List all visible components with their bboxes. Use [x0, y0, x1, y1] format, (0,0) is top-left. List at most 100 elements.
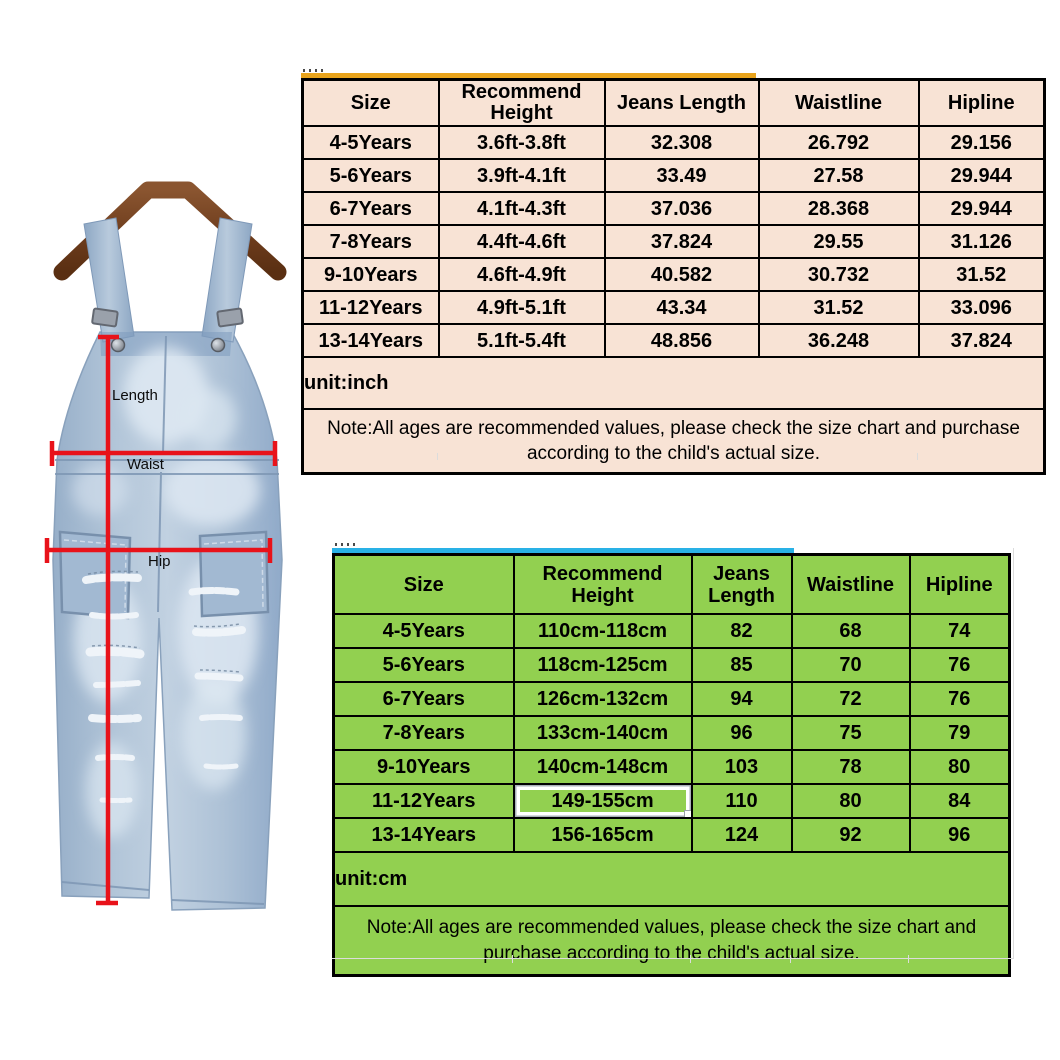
size-cell: 75	[790, 715, 911, 751]
size-cell: 70	[790, 647, 911, 683]
crop-artifact-dots	[335, 543, 359, 546]
col-header-waistline: Waistline	[757, 78, 920, 127]
col-header-hipline: Hipline	[917, 78, 1046, 127]
size-cell: 110cm-118cm	[512, 613, 693, 649]
size-cell: 29.944	[917, 158, 1046, 193]
size-cell: 103	[690, 749, 793, 785]
table-row: 11-12Years 4.9ft-5.1ft 43.34 31.52 33.096	[301, 290, 1046, 325]
size-cell: 37.824	[603, 224, 760, 259]
gridline	[917, 453, 918, 460]
size-cell: 76	[908, 647, 1011, 683]
col-header-length: Jeans Length	[603, 78, 760, 127]
size-cell: 32.308	[603, 125, 760, 160]
unit-label: unit:cm	[332, 851, 1011, 907]
size-cell: 37.036	[603, 191, 760, 226]
size-cell: 9-10Years	[301, 257, 440, 292]
inch-table-header: Size Recommend Height Jeans Length Waist…	[301, 78, 1046, 127]
size-cell: 31.126	[917, 224, 1046, 259]
crop-artifact-dots	[303, 69, 327, 72]
table-row: 5-6Years 118cm-125cm 85 70 76	[332, 647, 1011, 683]
size-cell: 4.1ft-4.3ft	[437, 191, 606, 226]
size-cell: 4.6ft-4.9ft	[437, 257, 606, 292]
gridline	[512, 955, 513, 963]
size-cell: 7-8Years	[332, 715, 515, 751]
gridline	[757, 453, 758, 460]
table-row: 9-10Years 140cm-148cm 103 78 80	[332, 749, 1011, 785]
size-cell: 5-6Years	[301, 158, 440, 193]
size-cell: 29.156	[917, 125, 1046, 160]
table-row: 4-5Years 3.6ft-3.8ft 32.308 26.792 29.156	[301, 125, 1046, 160]
product-photo: Length Waist Hip	[44, 181, 287, 911]
size-cell: 78	[790, 749, 911, 785]
hip-label: Hip	[148, 553, 171, 570]
table-row: 11-12Years 149-155cm 110 80 84	[332, 783, 1011, 819]
size-table-inch: Size Recommend Height Jeans Length Waist…	[301, 78, 1046, 475]
unit-label: unit:inch	[301, 356, 1046, 410]
size-cell: 48.856	[603, 323, 760, 358]
size-cell: 5.1ft-5.4ft	[437, 323, 606, 358]
size-cell: 7-8Years	[301, 224, 440, 259]
size-cell: 4.4ft-4.6ft	[437, 224, 606, 259]
size-cell: 13-14Years	[301, 323, 440, 358]
length-label: Length	[112, 387, 158, 404]
table-row: 13-14Years 5.1ft-5.4ft 48.856 36.248 37.824	[301, 323, 1046, 358]
size-cell: 82	[690, 613, 793, 649]
gridline	[437, 453, 438, 460]
size-table-cm: Size Recommend Height Jeans Length Waist…	[332, 553, 1011, 977]
size-cell: 9-10Years	[332, 749, 515, 785]
size-cell: 74	[908, 613, 1011, 649]
size-cell: 124	[690, 817, 793, 853]
table-row: 7-8Years 133cm-140cm 96 75 79	[332, 715, 1011, 751]
col-header-size: Size	[332, 553, 515, 615]
size-cell: 37.824	[917, 323, 1046, 358]
table-row: 6-7Years 4.1ft-4.3ft 37.036 28.368 29.944	[301, 191, 1046, 226]
size-cell: 36.248	[757, 323, 920, 358]
size-cell: 6-7Years	[332, 681, 515, 717]
size-cell: 33.49	[603, 158, 760, 193]
note-text: Note:All ages are recommended values, pl…	[301, 408, 1046, 475]
size-cell: 68	[790, 613, 911, 649]
size-cell: 79	[908, 715, 1011, 751]
table-row: 7-8Years 4.4ft-4.6ft 37.824 29.55 31.126	[301, 224, 1046, 259]
size-cell: 96	[690, 715, 793, 751]
size-cell: 28.368	[757, 191, 920, 226]
gridline	[908, 955, 909, 963]
inch-accent-line	[301, 73, 756, 78]
size-cell: 29.944	[917, 191, 1046, 226]
size-cell: 40.582	[603, 257, 760, 292]
col-header-hipline: Hipline	[908, 553, 1011, 615]
table-row: 6-7Years 126cm-132cm 94 72 76	[332, 681, 1011, 717]
size-cell: 6-7Years	[301, 191, 440, 226]
size-cell: 80	[908, 749, 1011, 785]
table-row: 9-10Years 4.6ft-4.9ft 40.582 30.732 31.52	[301, 257, 1046, 292]
col-header-waistline: Waistline	[790, 553, 911, 615]
size-cell: 3.9ft-4.1ft	[437, 158, 606, 193]
gridline	[1013, 548, 1014, 958]
cm-accent-line	[332, 548, 794, 553]
gridline	[332, 958, 1014, 959]
size-cell: 31.52	[917, 257, 1046, 292]
size-cell: 5-6Years	[332, 647, 515, 683]
size-cell: 94	[690, 681, 793, 717]
size-cell: 4-5Years	[301, 125, 440, 160]
size-cell: 33.096	[917, 290, 1046, 325]
size-cell: 3.6ft-3.8ft	[437, 125, 606, 160]
size-cell: 92	[790, 817, 911, 853]
waist-label: Waist	[127, 456, 165, 473]
size-cell: 13-14Years	[332, 817, 515, 853]
gridline	[790, 955, 791, 963]
size-cell: 96	[908, 817, 1011, 853]
size-cell: 149-155cm	[512, 783, 693, 819]
size-cell: 30.732	[757, 257, 920, 292]
size-cell: 133cm-140cm	[512, 715, 693, 751]
size-cell: 110	[690, 783, 793, 819]
size-cell: 43.34	[603, 290, 760, 325]
col-header-height: Recommend Height	[437, 78, 606, 127]
size-cell: 126cm-132cm	[512, 681, 693, 717]
size-cell: 76	[908, 681, 1011, 717]
table-row: 4-5Years 110cm-118cm 82 68 74	[332, 613, 1011, 649]
size-cell: 29.55	[757, 224, 920, 259]
measurement-lines	[44, 334, 278, 906]
cm-table-header: Size Recommend Height Jeans Length Waist…	[332, 553, 1011, 615]
